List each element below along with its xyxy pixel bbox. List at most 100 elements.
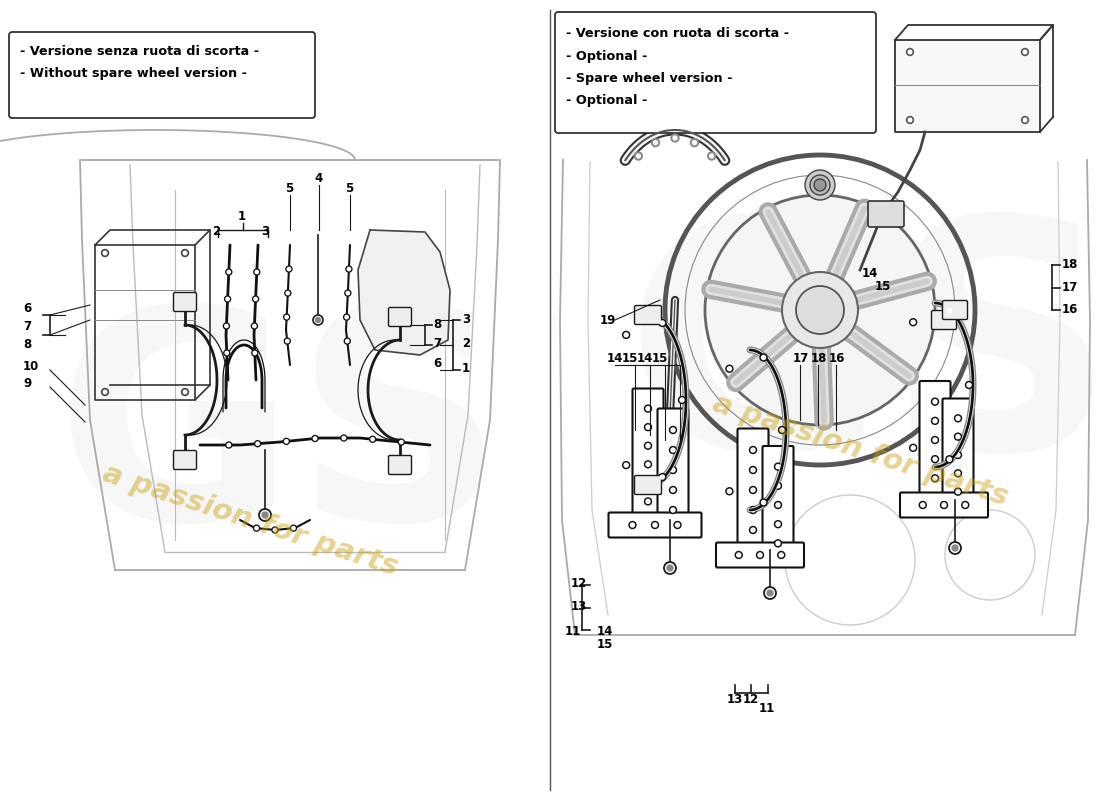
Circle shape — [910, 444, 916, 451]
Circle shape — [228, 270, 231, 274]
Circle shape — [345, 315, 349, 318]
Circle shape — [737, 553, 740, 557]
Text: GS: GS — [55, 298, 505, 582]
Circle shape — [955, 433, 961, 440]
FancyBboxPatch shape — [608, 513, 702, 538]
Text: 7: 7 — [23, 320, 31, 333]
Text: 14: 14 — [637, 352, 653, 365]
Circle shape — [671, 448, 675, 452]
Circle shape — [345, 339, 349, 342]
FancyBboxPatch shape — [900, 493, 988, 518]
Circle shape — [659, 474, 666, 481]
Text: - Without spare wheel version -: - Without spare wheel version - — [20, 67, 248, 80]
Circle shape — [226, 269, 232, 275]
Circle shape — [312, 435, 318, 442]
Circle shape — [814, 179, 826, 191]
Text: 5: 5 — [285, 182, 294, 195]
Circle shape — [284, 338, 290, 344]
Text: a passion for parts: a passion for parts — [99, 459, 402, 581]
Circle shape — [776, 542, 780, 546]
Circle shape — [671, 508, 675, 512]
Circle shape — [774, 502, 781, 509]
Circle shape — [782, 272, 858, 348]
Circle shape — [346, 291, 350, 294]
Circle shape — [635, 152, 642, 160]
Circle shape — [255, 270, 258, 274]
Circle shape — [254, 441, 261, 446]
Circle shape — [345, 266, 352, 272]
Text: 13: 13 — [727, 693, 744, 706]
Text: GS: GS — [624, 206, 1100, 514]
Circle shape — [955, 488, 961, 495]
Circle shape — [637, 154, 640, 158]
Circle shape — [774, 463, 781, 470]
Circle shape — [342, 436, 345, 440]
Text: - Spare wheel version -: - Spare wheel version - — [566, 72, 733, 85]
Circle shape — [285, 290, 290, 296]
Text: - Versione senza ruota di scorta -: - Versione senza ruota di scorta - — [20, 45, 260, 58]
Circle shape — [671, 428, 675, 432]
Circle shape — [776, 484, 780, 488]
Circle shape — [776, 465, 780, 469]
Polygon shape — [358, 230, 450, 355]
FancyBboxPatch shape — [658, 409, 689, 531]
FancyBboxPatch shape — [737, 429, 769, 551]
Circle shape — [920, 502, 926, 509]
Text: 19: 19 — [600, 314, 616, 327]
Text: 10: 10 — [23, 360, 40, 373]
FancyBboxPatch shape — [762, 446, 793, 564]
Circle shape — [671, 488, 675, 492]
Text: 16: 16 — [829, 352, 846, 365]
Circle shape — [624, 333, 628, 337]
Circle shape — [727, 366, 732, 370]
Circle shape — [906, 117, 913, 123]
Circle shape — [933, 400, 937, 404]
Circle shape — [285, 440, 288, 443]
Text: 14: 14 — [862, 267, 879, 280]
Circle shape — [946, 456, 953, 463]
Circle shape — [371, 438, 374, 441]
Circle shape — [254, 269, 260, 275]
FancyBboxPatch shape — [388, 307, 411, 326]
Circle shape — [659, 319, 666, 326]
Circle shape — [671, 134, 679, 142]
FancyBboxPatch shape — [920, 381, 950, 499]
Circle shape — [933, 476, 937, 480]
Text: 14: 14 — [597, 625, 614, 638]
Text: 4: 4 — [314, 172, 322, 185]
Circle shape — [103, 251, 107, 254]
Text: 8: 8 — [433, 318, 441, 331]
Text: 1: 1 — [238, 210, 246, 223]
Text: 6: 6 — [23, 302, 31, 315]
Circle shape — [670, 506, 676, 514]
Circle shape — [660, 475, 664, 479]
Circle shape — [344, 290, 351, 296]
Circle shape — [911, 320, 915, 324]
Circle shape — [285, 315, 288, 318]
Circle shape — [761, 355, 766, 359]
Circle shape — [751, 528, 755, 532]
Circle shape — [675, 523, 680, 527]
FancyBboxPatch shape — [932, 310, 957, 330]
Circle shape — [226, 442, 232, 448]
Text: 18: 18 — [1062, 258, 1078, 271]
Circle shape — [253, 351, 256, 354]
Circle shape — [949, 542, 961, 554]
Circle shape — [727, 490, 732, 494]
Circle shape — [224, 324, 228, 328]
Circle shape — [344, 338, 350, 344]
Circle shape — [933, 419, 937, 423]
Circle shape — [749, 446, 757, 454]
Circle shape — [314, 315, 323, 325]
Circle shape — [286, 266, 292, 272]
Circle shape — [680, 398, 684, 402]
Circle shape — [710, 154, 714, 158]
FancyBboxPatch shape — [9, 32, 315, 118]
Circle shape — [774, 521, 781, 528]
Circle shape — [751, 468, 755, 472]
Text: 1: 1 — [462, 362, 470, 375]
Text: 9: 9 — [23, 377, 31, 390]
Circle shape — [726, 488, 733, 494]
Circle shape — [932, 418, 938, 424]
Circle shape — [646, 499, 650, 503]
